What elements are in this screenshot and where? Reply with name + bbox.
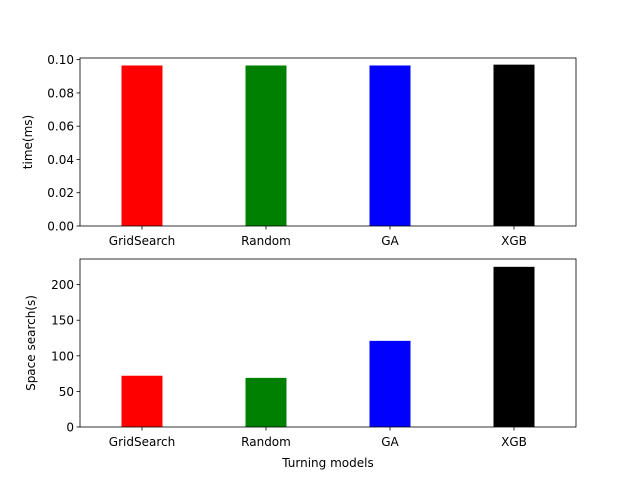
bar-ga bbox=[369, 65, 411, 227]
y-tick-label: 0.04 bbox=[47, 153, 74, 167]
bar-gridsearch bbox=[121, 65, 163, 227]
bar-random bbox=[245, 377, 287, 427]
axes-frame bbox=[79, 258, 577, 428]
y-tick-label: 0 bbox=[66, 421, 74, 435]
x-tick-label: GridSearch bbox=[109, 234, 175, 248]
bar-gridsearch bbox=[121, 375, 163, 427]
x-tick-label: XGB bbox=[501, 234, 527, 248]
y-tick-label: 0.10 bbox=[47, 53, 74, 67]
y-axis-label: time(ms) bbox=[21, 115, 35, 169]
bar-xgb bbox=[493, 64, 535, 226]
chart-panel-1: 0.00 0.02 0.04 0.06 0.08 0.10 GridSearch Random… bbox=[21, 53, 577, 248]
y-axis-label: Space search(s) bbox=[24, 295, 38, 391]
y-tick-label: 0.08 bbox=[47, 86, 74, 100]
x-axis-label: Turning models bbox=[281, 456, 373, 470]
axes-frame bbox=[79, 57, 577, 227]
bar-xgb bbox=[493, 266, 535, 427]
y-tick-label: 50 bbox=[59, 385, 74, 399]
bar-random bbox=[245, 65, 287, 227]
y-tick-label: 0.00 bbox=[47, 220, 74, 234]
y-tick-label: 200 bbox=[51, 278, 74, 292]
y-tick-label: 0.02 bbox=[47, 186, 74, 200]
x-tick-label: GridSearch bbox=[109, 435, 175, 449]
chart-panel-2: 0 50 100 150 200 GridSearch Random GA XGB Space s… bbox=[24, 258, 577, 470]
bar-ga bbox=[369, 340, 411, 427]
y-tick-label: 150 bbox=[51, 314, 74, 328]
y-tick-label: 0.06 bbox=[47, 120, 74, 134]
y-tick-label: 100 bbox=[51, 349, 74, 363]
x-tick-label: GA bbox=[381, 234, 399, 248]
x-tick-label: Random bbox=[241, 234, 291, 248]
x-tick-label: Random bbox=[241, 435, 291, 449]
x-tick-label: XGB bbox=[501, 435, 527, 449]
x-tick-label: GA bbox=[381, 435, 399, 449]
